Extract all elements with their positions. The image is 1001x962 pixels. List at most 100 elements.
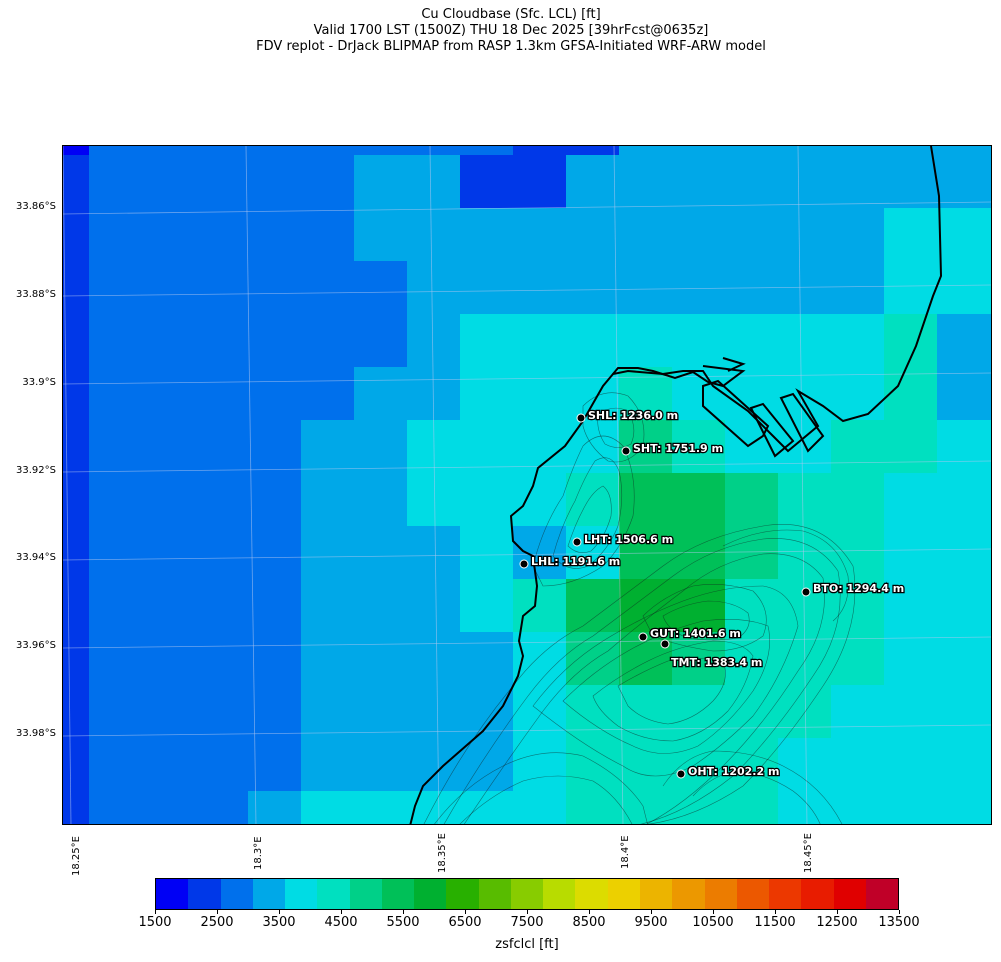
heatmap-cell	[63, 791, 90, 824]
heatmap-cell	[619, 208, 673, 262]
heatmap-cell	[89, 738, 143, 792]
heatmap-cell	[831, 632, 885, 686]
heatmap-cell	[301, 146, 355, 156]
contour-line	[459, 775, 633, 824]
heatmap-cell	[778, 314, 832, 368]
heatmap-cell	[460, 314, 514, 368]
heatmap-cell	[937, 208, 991, 262]
heatmap-cell	[354, 685, 408, 739]
heatmap-cell	[301, 738, 355, 792]
heatmap-cell	[937, 738, 991, 792]
heatmap-cell	[195, 791, 249, 824]
title-line-3: FDV replot - DrJack BLIPMAP from RASP 1.…	[256, 39, 766, 54]
heatmap-cell	[937, 367, 991, 421]
heatmap-cell	[195, 314, 249, 368]
heatmap-cell	[142, 208, 196, 262]
heatmap-cell	[778, 261, 832, 315]
heatmap-cell	[513, 367, 567, 421]
heatmap-cell	[725, 791, 779, 824]
colorbar-segment	[704, 879, 737, 909]
heatmap-cell	[672, 473, 726, 527]
heatmap-cell	[460, 473, 514, 527]
heatmap-cell	[142, 420, 196, 474]
heatmap-cell	[354, 155, 408, 209]
lat-label-33-90: 33.9°S	[22, 377, 56, 388]
heatmap-cell	[513, 314, 567, 368]
heatmap-cell	[566, 146, 620, 156]
heatmap-cell	[460, 146, 514, 156]
heatmap-cell	[884, 632, 938, 686]
heatmap-cell	[195, 261, 249, 315]
heatmap-cell	[566, 526, 620, 580]
colorbar-segment	[736, 879, 770, 909]
heatmap-cell	[619, 791, 673, 824]
heatmap-cell	[460, 155, 514, 209]
heatmap-cell	[301, 155, 355, 209]
heatmap-cell	[142, 146, 196, 156]
heatmap-cell	[566, 791, 620, 824]
heatmap-cell	[142, 579, 196, 633]
colorbar-segment	[252, 879, 286, 909]
colorbar-segment	[156, 879, 189, 909]
heatmap-cell	[195, 579, 249, 633]
colorbar-tick-mark	[589, 910, 590, 914]
contour-line	[567, 485, 612, 553]
contour-line	[692, 770, 821, 824]
contour-line	[423, 524, 856, 824]
contour-line	[617, 658, 726, 725]
heatmap-cell	[619, 738, 673, 792]
heatmap-cell	[248, 632, 302, 686]
site-markers: SHL: 1236.0 m SHT: 1751.9 m LHT: 1506.6 …	[519, 408, 906, 779]
heatmap-cell	[89, 208, 143, 262]
lat-label-33-88: 33.88°S	[16, 289, 56, 300]
colorbar-segment	[510, 879, 544, 909]
heatmap-cell	[354, 314, 408, 368]
contour-line	[463, 553, 825, 824]
heatmap-cell	[831, 367, 885, 421]
heatmap-cell	[407, 579, 461, 633]
heatmap-cell	[884, 473, 938, 527]
heatmap-cell	[672, 155, 726, 209]
heatmap-cell	[63, 526, 90, 580]
contour-line	[434, 752, 648, 824]
heatmap-cell	[248, 579, 302, 633]
heatmap-cell	[354, 579, 408, 633]
colorbar-tick-mark	[155, 910, 156, 914]
heatmap-cell	[248, 261, 302, 315]
heatmap-cell	[566, 155, 620, 209]
coastline	[409, 146, 943, 824]
heatmap-cell	[63, 261, 90, 315]
colorbar-tick-label: 9500	[634, 915, 668, 930]
heatmap-cell	[89, 473, 143, 527]
heatmap-cell	[195, 526, 249, 580]
heatmap-cell	[513, 526, 567, 580]
heatmap-cell	[195, 738, 249, 792]
heatmap-cell	[89, 526, 143, 580]
heatmap-cell	[566, 314, 620, 368]
contour-line	[532, 435, 635, 587]
heatmap-cell	[831, 261, 885, 315]
heatmap-cell	[407, 738, 461, 792]
colorbar-tick-mark	[899, 910, 900, 914]
colorbar-tick-label: 7500	[510, 915, 544, 930]
colorbar	[155, 878, 899, 910]
heatmap-cell	[301, 685, 355, 739]
heatmap-cell	[354, 526, 408, 580]
heatmap-cell	[619, 579, 673, 633]
graticule-lat-33-96	[63, 636, 991, 649]
colorbar-tick-label: 3500	[262, 915, 296, 930]
heatmap-cell	[513, 155, 567, 209]
heatmap-cell	[195, 420, 249, 474]
heatmap-cell	[725, 632, 779, 686]
heatmap-cell	[566, 208, 620, 262]
heatmap-cell	[460, 420, 514, 474]
heatmap-cell	[354, 367, 408, 421]
site-marker-gut	[638, 632, 648, 642]
colorbar-tick-label: 11500	[754, 915, 796, 930]
heatmap-cell	[354, 146, 408, 156]
heatmap-cell	[248, 146, 302, 156]
heatmap-cell	[619, 155, 673, 209]
heatmap-cell	[884, 314, 938, 368]
heatmap-cell	[301, 579, 355, 633]
heatmap-cell	[937, 261, 991, 315]
